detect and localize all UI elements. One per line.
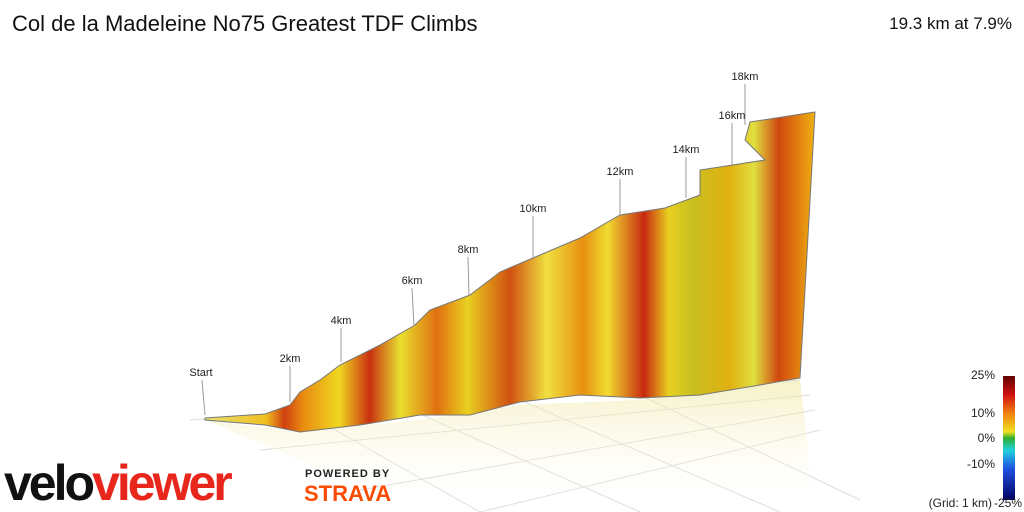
scale-label: -25% [994,496,1022,510]
km-marker: 16km [719,110,746,122]
km-marker: 18km [732,71,759,83]
scale-label: 10% [971,406,995,420]
logo-viewer: viewer [92,455,232,511]
summary: 19.3 km at 7.9% [889,14,1012,33]
reflection [205,380,815,512]
gradient-scale [1003,376,1015,500]
km-marker: 12km [607,166,634,178]
climb-profile [204,111,816,433]
logo-velo: velo [4,455,94,511]
km-marker: 2km [280,353,301,365]
scale-label: -10% [967,457,995,471]
km-marker: 8km [458,244,479,256]
title: Col de la Madeleine No75 Greatest TDF Cl… [12,11,477,36]
scale-label: 25% [971,368,995,382]
logo: veloviewer [4,455,232,511]
grid-note: (Grid: 1 km) [929,496,992,510]
km-marker: 4km [331,315,352,327]
km-marker: 6km [402,275,423,287]
scale-label: 0% [978,431,996,445]
strava-logo: STRAVA [304,481,391,506]
km-marker: 10km [520,203,547,215]
km-marker: 14km [673,144,700,156]
km-marker: Start [189,367,212,379]
marker-stems [201,84,746,416]
powered-by: POWERED BY [305,468,390,480]
